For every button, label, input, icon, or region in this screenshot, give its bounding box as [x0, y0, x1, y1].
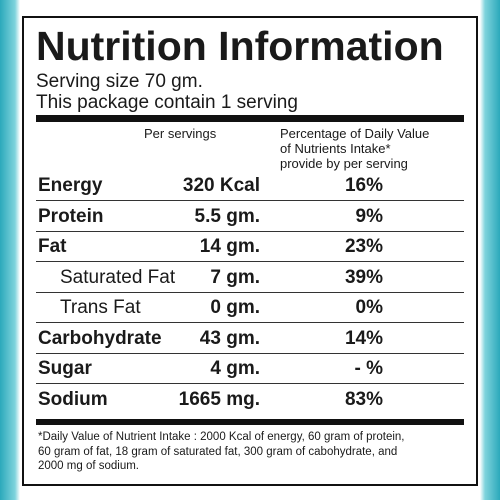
thick-rule — [36, 419, 464, 425]
amount: 320 Kcal — [182, 175, 260, 196]
footnote-line: 60 gram of fat, 18 gram of saturated fat… — [38, 445, 398, 458]
footnote-line: *Daily Value of Nutrient Intake : 2000 K… — [38, 431, 405, 443]
daily-percent: 39% — [344, 266, 383, 288]
amount-header: Per servings — [144, 126, 217, 141]
row-rule — [36, 261, 464, 262]
label-panel: Nutrition Information Serving size 70 gm… — [22, 16, 478, 486]
percent-header: Percentage of Daily Value — [280, 126, 430, 141]
amount: 43 gm. — [199, 327, 260, 349]
nutrient-label: Trans Fat — [60, 297, 141, 318]
nutrient-label: Sugar — [38, 358, 92, 379]
amount: 4 gm. — [210, 358, 260, 379]
row-rule — [36, 230, 464, 232]
row-rule — [36, 383, 464, 384]
amount: 5.5 gm. — [194, 205, 260, 227]
daily-percent: 83% — [344, 388, 383, 410]
daily-percent: 23% — [344, 236, 383, 257]
daily-percent: 14% — [344, 327, 383, 349]
thick-rule — [36, 115, 464, 122]
amount: 1665 mg. — [178, 388, 260, 410]
servings: This package contain 1 serving — [36, 92, 298, 113]
footnote-line: 2000 mg of sodium. — [38, 460, 140, 472]
row-rule — [36, 322, 464, 323]
row-rule — [36, 291, 464, 293]
daily-percent: - % — [354, 358, 384, 379]
nutrient-label: Fat — [38, 236, 67, 257]
daily-percent: 9% — [355, 205, 383, 227]
nutrient-label: Carbohydrate — [38, 327, 162, 349]
nutrient-label: Energy — [38, 175, 103, 196]
amount: 0 gm. — [210, 297, 260, 318]
daily-percent: 0% — [355, 297, 383, 318]
percent-header: provide by per serving — [280, 156, 408, 171]
row-rule — [36, 200, 464, 201]
amount: 14 gm. — [199, 236, 260, 257]
nutrient-label: Protein — [38, 205, 104, 227]
daily-percent: 16% — [344, 175, 383, 196]
nutrient-label: Sodium — [38, 388, 108, 410]
row-rule — [36, 352, 464, 354]
amount: 7 gm. — [210, 266, 260, 288]
serving-size: Serving size 70 gm. — [36, 71, 203, 92]
nutrient-label: Saturated Fat — [60, 266, 176, 288]
title: Nutrition Information — [36, 23, 444, 69]
percent-header: of Nutrients Intake* — [280, 141, 391, 156]
